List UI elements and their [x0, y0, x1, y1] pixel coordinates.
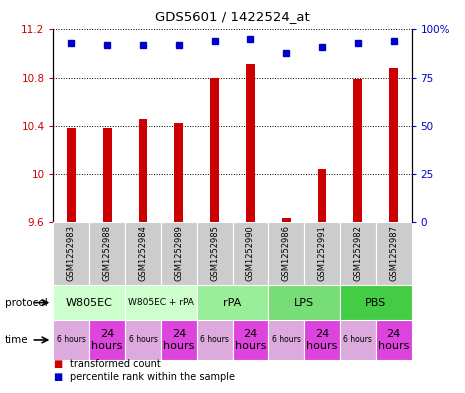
- Text: 6 hours: 6 hours: [200, 336, 229, 344]
- Bar: [268, 320, 304, 360]
- Text: rPA: rPA: [223, 298, 242, 308]
- Bar: [89, 222, 125, 285]
- Text: GSM1252990: GSM1252990: [246, 226, 255, 281]
- Text: 6 hours: 6 hours: [57, 336, 86, 344]
- Bar: [125, 320, 161, 360]
- Text: GSM1252986: GSM1252986: [282, 226, 291, 281]
- Bar: [246, 64, 255, 222]
- Text: 6 hours: 6 hours: [128, 336, 158, 344]
- Text: W805EC + rPA: W805EC + rPA: [128, 298, 194, 307]
- Bar: [67, 128, 76, 222]
- Text: 24
hours: 24 hours: [163, 329, 194, 351]
- Bar: [232, 320, 268, 360]
- Bar: [353, 79, 362, 222]
- Text: W805EC: W805EC: [66, 298, 113, 308]
- Text: percentile rank within the sample: percentile rank within the sample: [70, 372, 235, 382]
- Text: LPS: LPS: [294, 298, 314, 308]
- Text: protocol: protocol: [5, 298, 47, 308]
- Text: 24
hours: 24 hours: [235, 329, 266, 351]
- Text: GSM1252988: GSM1252988: [103, 226, 112, 281]
- Bar: [268, 222, 304, 285]
- Text: ■: ■: [53, 372, 63, 382]
- Bar: [304, 222, 340, 285]
- Text: 24
hours: 24 hours: [92, 329, 123, 351]
- Bar: [103, 128, 112, 222]
- Bar: [161, 222, 197, 285]
- Text: GSM1252983: GSM1252983: [67, 226, 76, 281]
- Text: 24
hours: 24 hours: [306, 329, 338, 351]
- Bar: [376, 222, 412, 285]
- Bar: [53, 320, 89, 360]
- Text: GSM1252991: GSM1252991: [318, 226, 326, 281]
- Bar: [304, 320, 340, 360]
- Bar: [340, 320, 376, 360]
- Bar: [282, 219, 291, 222]
- Bar: [340, 285, 412, 320]
- Bar: [139, 119, 147, 222]
- Bar: [53, 285, 125, 320]
- Bar: [340, 222, 376, 285]
- Text: GDS5601 / 1422524_at: GDS5601 / 1422524_at: [155, 10, 310, 23]
- Bar: [161, 320, 197, 360]
- Bar: [197, 285, 268, 320]
- Bar: [389, 68, 398, 222]
- Bar: [125, 222, 161, 285]
- Bar: [53, 222, 89, 285]
- Text: 6 hours: 6 hours: [343, 336, 372, 344]
- Text: PBS: PBS: [365, 298, 386, 308]
- Bar: [89, 320, 125, 360]
- Bar: [197, 222, 232, 285]
- Text: 6 hours: 6 hours: [272, 336, 301, 344]
- Text: GSM1252989: GSM1252989: [174, 226, 183, 281]
- Text: transformed count: transformed count: [70, 358, 160, 369]
- Text: time: time: [5, 335, 28, 345]
- Text: ■: ■: [53, 358, 63, 369]
- Bar: [125, 285, 197, 320]
- Text: GSM1252987: GSM1252987: [389, 226, 398, 281]
- Bar: [268, 285, 340, 320]
- Text: 24
hours: 24 hours: [378, 329, 409, 351]
- Bar: [376, 320, 412, 360]
- Bar: [210, 77, 219, 222]
- Bar: [232, 222, 268, 285]
- Bar: [197, 320, 232, 360]
- Text: GSM1252984: GSM1252984: [139, 226, 147, 281]
- Bar: [318, 169, 326, 222]
- Text: GSM1252985: GSM1252985: [210, 226, 219, 281]
- Bar: [174, 123, 183, 222]
- Text: GSM1252982: GSM1252982: [353, 226, 362, 281]
